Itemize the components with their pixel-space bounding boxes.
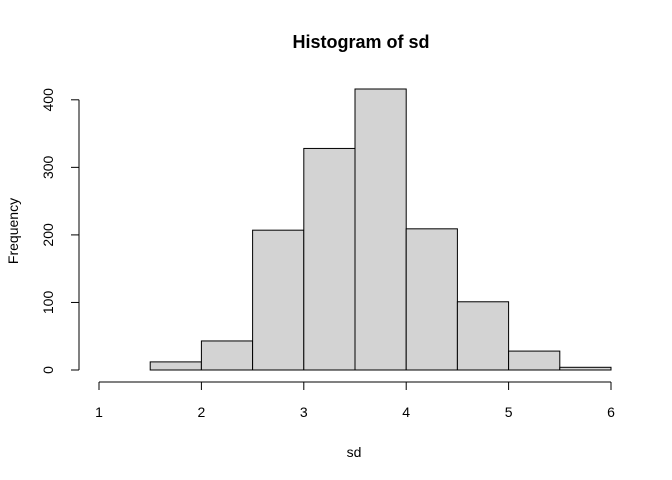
y-tick-label: 100: [40, 291, 56, 315]
y-axis-label: Frequency: [5, 198, 21, 264]
histogram-bar: [303, 147, 356, 371]
x-tick-label: 1: [95, 404, 103, 420]
bars-group: [149, 88, 612, 371]
histogram-bar: [252, 229, 305, 371]
histogram-bar: [508, 350, 561, 371]
y-tick-label: 0: [40, 366, 56, 374]
x-tick-label: 2: [198, 404, 206, 420]
chart-title: Histogram of sd: [292, 32, 429, 52]
histogram-bar: [456, 301, 510, 371]
histogram-bar: [354, 88, 407, 371]
x-axis-label: sd: [347, 444, 362, 460]
y-tick-label: 200: [40, 223, 56, 247]
x-axis: 1 2 3 4 5 6: [95, 381, 615, 420]
y-tick-label: 400: [40, 88, 56, 112]
x-tick-label: 5: [505, 404, 513, 420]
histogram-bar: [559, 366, 612, 371]
histogram-bar: [149, 361, 202, 371]
histogram-bar: [405, 228, 458, 371]
x-tick-label: 3: [300, 404, 308, 420]
y-tick-label: 300: [40, 155, 56, 179]
x-tick-label: 4: [402, 404, 410, 420]
x-tick-label: 6: [607, 404, 615, 420]
y-axis: 0 100 200 300 400: [40, 88, 80, 374]
histogram-bar: [200, 340, 254, 371]
